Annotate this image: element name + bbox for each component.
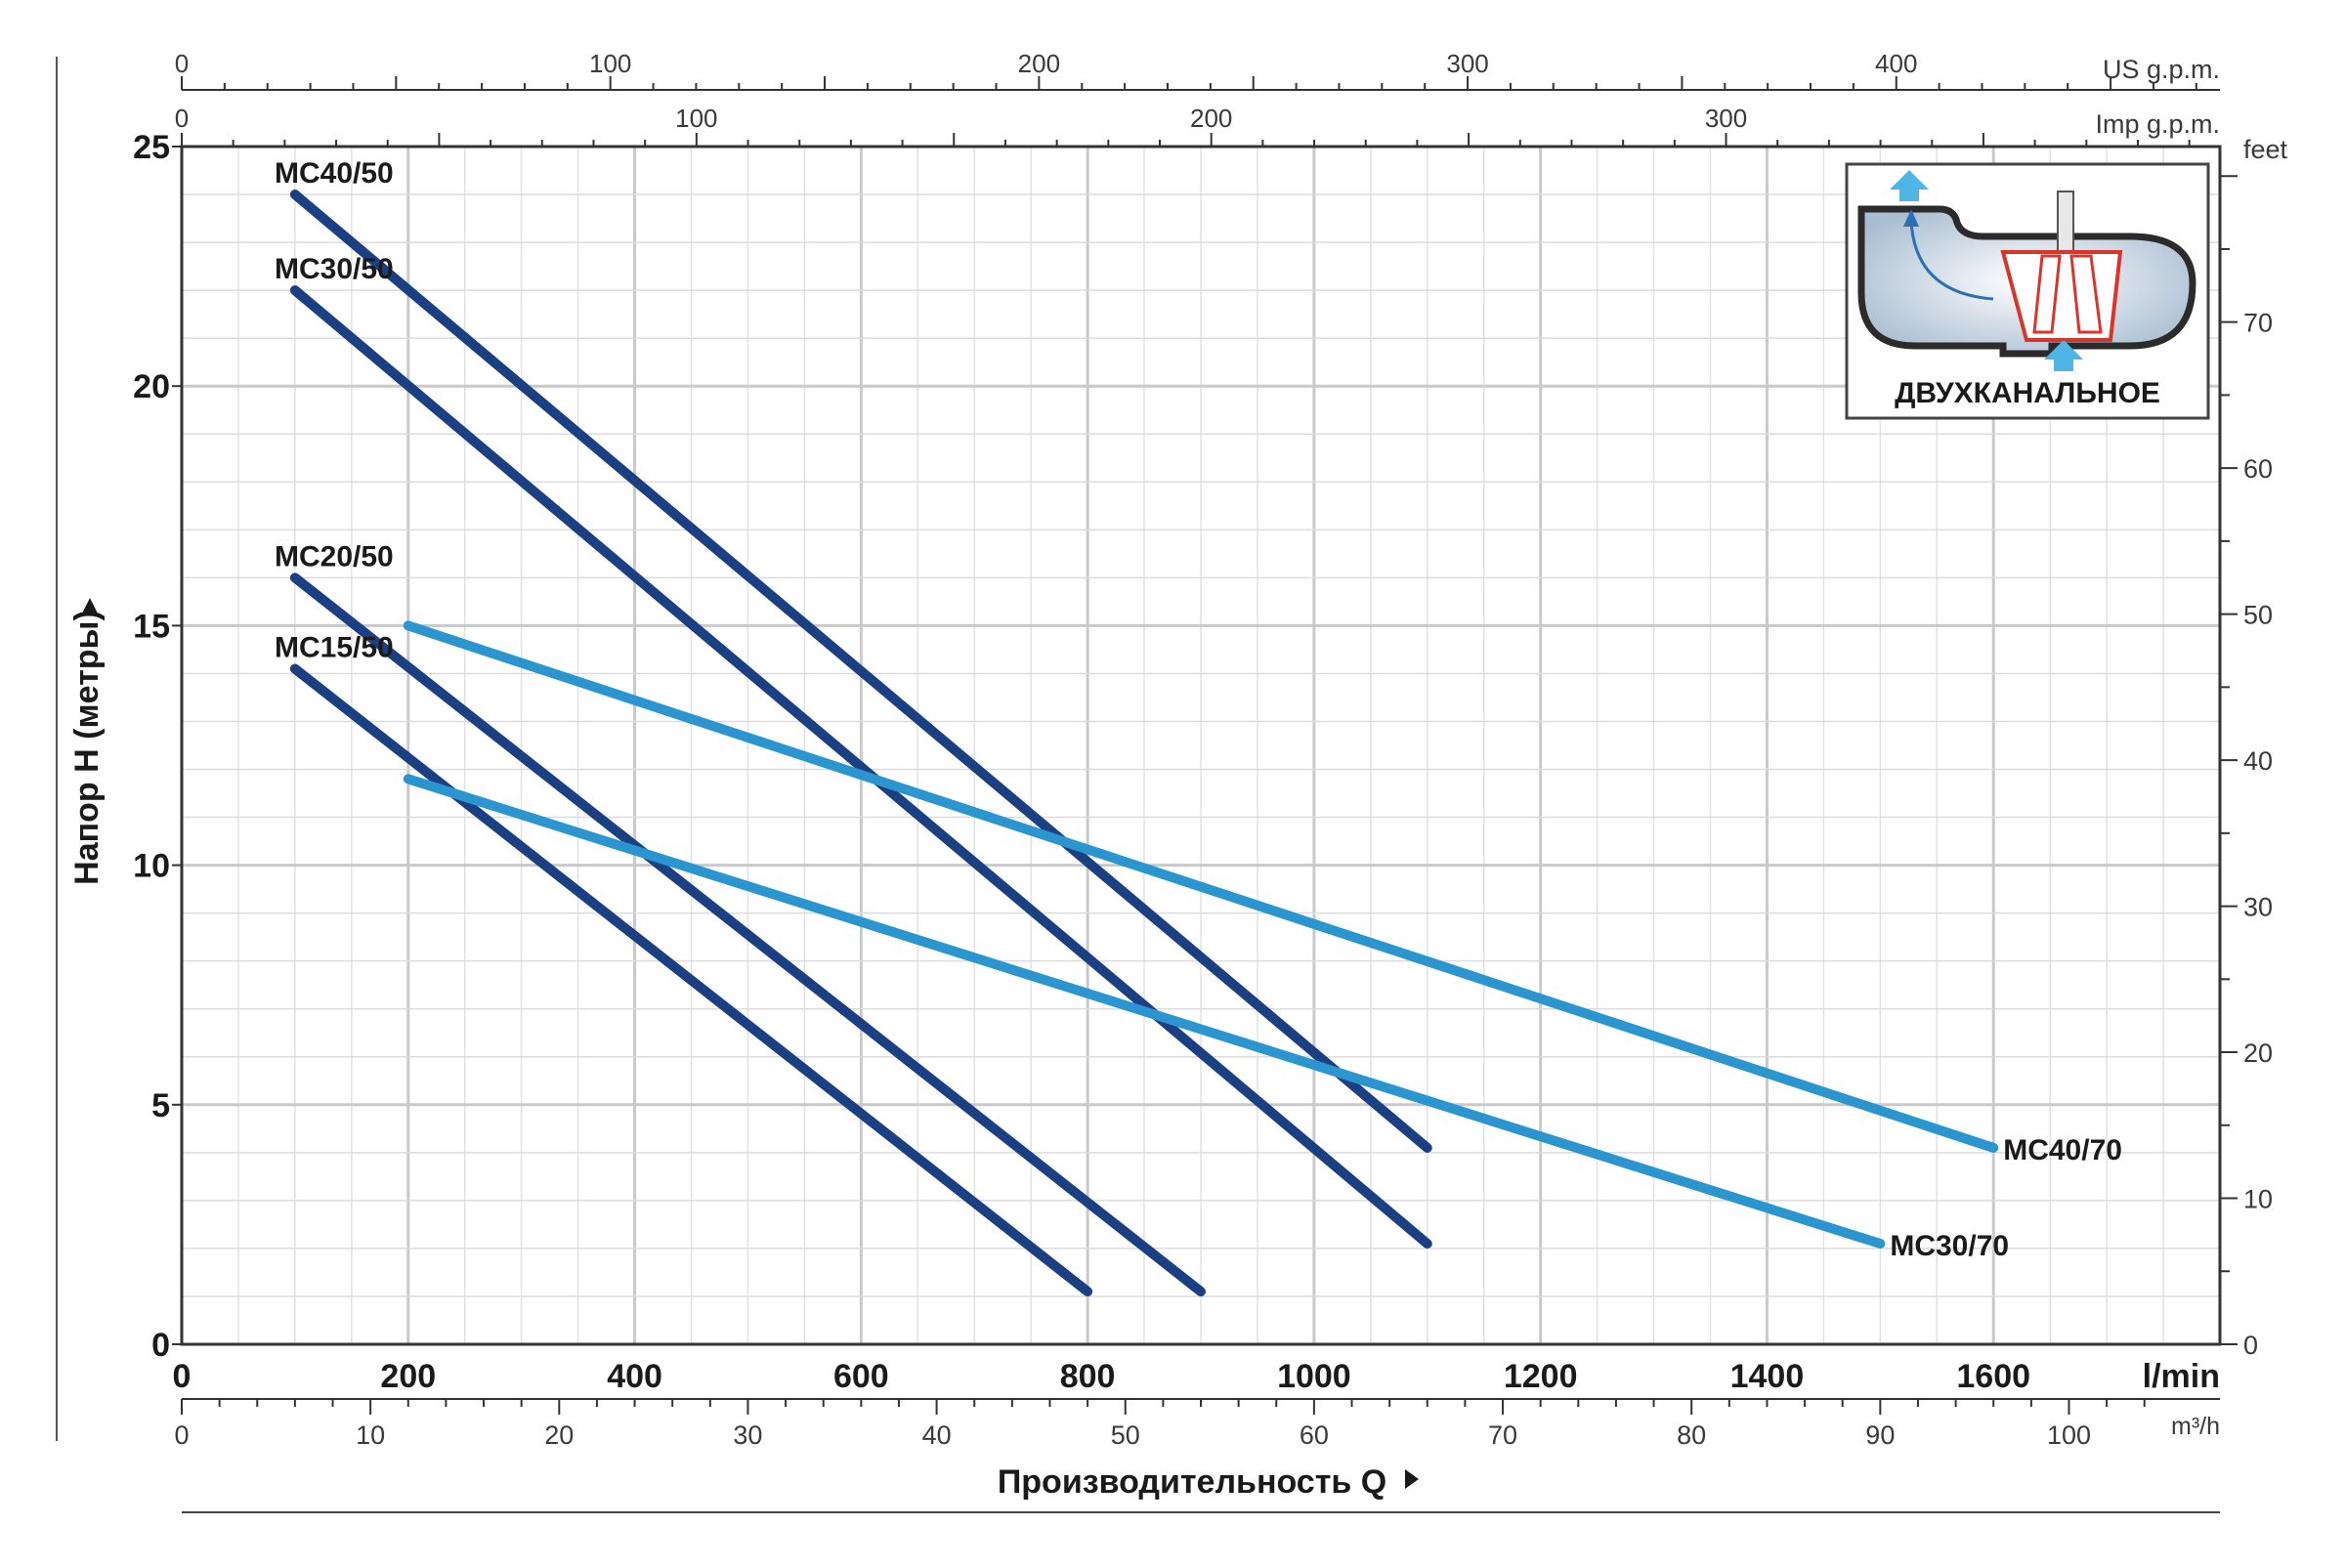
x-tick-label: 1400: [1730, 1358, 1805, 1395]
x-axis-title: Производительность Q: [998, 1463, 1386, 1501]
x-tick-label: 400: [607, 1358, 662, 1395]
y-axis-title: Напор H (метры): [68, 610, 106, 885]
feet-tick-label: 70: [2243, 309, 2273, 338]
x-tick-label: 1000: [1277, 1358, 1351, 1395]
us-gpm-tick-label: 0: [175, 49, 189, 78]
y-axis-arrow-icon: [82, 598, 98, 614]
feet-tick-label: 20: [2243, 1038, 2273, 1068]
m3h-tick-label: 90: [1865, 1420, 1895, 1450]
series-label: MC20/50: [275, 540, 394, 572]
series-line-mc20-50: [289, 572, 1206, 1297]
x-tick-label: 1600: [1956, 1358, 2030, 1395]
y-tick-label: 15: [133, 608, 170, 645]
series-label: MC40/70: [2003, 1134, 2122, 1166]
imp-gpm-tick-label: 0: [175, 104, 189, 133]
feet-unit-label: feet: [2243, 135, 2288, 164]
us-gpm-tick-label: 300: [1446, 49, 1488, 78]
series-line-mc30-50: [289, 285, 1432, 1250]
x-tick-label: 0: [173, 1358, 192, 1395]
impeller-channels-shape: [2032, 254, 2103, 334]
m3h-tick-label: 10: [356, 1420, 385, 1450]
m3h-tick-label: 40: [922, 1420, 952, 1450]
x-tick-label: 200: [380, 1358, 436, 1395]
series-label: MC15/50: [275, 632, 394, 664]
m3h-unit-label: m³/h: [2171, 1413, 2220, 1440]
y-tick-label: 25: [133, 129, 170, 166]
feet-tick-label: 10: [2243, 1185, 2273, 1214]
x-axis-arrow-icon: [1405, 1469, 1419, 1489]
x-tick-label: 600: [833, 1358, 889, 1395]
us-gpm-tick-label: 100: [589, 49, 631, 78]
flow-arrowhead-shape: [1903, 209, 1919, 227]
y-tick-label: 0: [151, 1327, 170, 1364]
imp-gpm-tick-label: 200: [1190, 104, 1232, 133]
series-line-mc30-70: [403, 774, 1886, 1250]
m3h-tick-label: 0: [174, 1420, 189, 1450]
x-tick-label: 1200: [1504, 1358, 1578, 1395]
flow-curve-shape: [1909, 220, 1994, 301]
series-layer: [289, 190, 1999, 1297]
feet-tick-label: 40: [2243, 746, 2273, 776]
x-unit-label: l/min: [2143, 1358, 2220, 1395]
feet-tick-label: 50: [2243, 601, 2273, 630]
series-labels: MC40/50 MC30/50 MC20/50 MC15/50 MC40/70 MC30/…: [275, 157, 2122, 1262]
m3h-tick-label: 60: [1300, 1420, 1329, 1450]
impeller-inset: ДВУХКАНАЛЬНОЕ: [1845, 162, 2210, 420]
m3h-tick-label: 50: [1111, 1420, 1140, 1450]
axes: 0 5 10 15 20 25 Напор H (метры) 0 10 20 30 40 50 60 70…: [68, 49, 2288, 1513]
dual-channel-impeller-icon: [1857, 170, 2196, 371]
y-tick-label: 5: [151, 1087, 170, 1124]
m3h-tick-label: 20: [544, 1420, 574, 1450]
outlet-arrow-icon: [1890, 170, 1929, 201]
m3h-tick-label: 70: [1488, 1420, 1517, 1450]
imp-gpm-unit-label: Imp g.p.m.: [2095, 109, 2220, 139]
us-gpm-tick-label: 400: [1875, 49, 1917, 78]
m3h-tick-label: 100: [2047, 1420, 2091, 1450]
y-tick-label: 20: [133, 368, 170, 405]
series-label: MC30/50: [275, 253, 394, 285]
m3h-tick-label: 80: [1677, 1420, 1706, 1450]
x-tick-label: 800: [1060, 1358, 1116, 1395]
plot-frame: [180, 145, 2222, 1346]
series-line-mc40-50: [289, 190, 1432, 1153]
feet-tick-label: 60: [2243, 454, 2273, 484]
feet-tick-label: 0: [2243, 1331, 2258, 1360]
imp-gpm-tick-label: 100: [675, 104, 717, 133]
us-gpm-tick-label: 200: [1018, 49, 1060, 78]
inset-label: ДВУХКАНАЛЬНОЕ: [1895, 377, 2160, 409]
y-tick-label: 10: [133, 848, 170, 885]
series-line-mc15-50: [289, 663, 1093, 1297]
feet-tick-label: 30: [2243, 893, 2273, 922]
m3h-tick-label: 30: [733, 1420, 762, 1450]
series-label: MC30/70: [1890, 1230, 2009, 1262]
inlet-arrow-icon: [2044, 340, 2083, 371]
series-label: MC40/50: [275, 157, 394, 190]
imp-gpm-tick-label: 300: [1705, 104, 1747, 133]
us-gpm-unit-label: US g.p.m.: [2103, 55, 2220, 84]
series-line-mc40-70: [403, 620, 1999, 1153]
